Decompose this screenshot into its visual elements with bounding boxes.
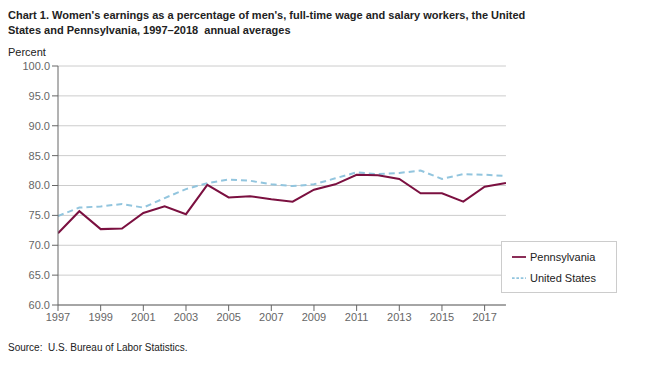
svg-text:2005: 2005 xyxy=(216,311,240,323)
svg-text:1997: 1997 xyxy=(46,311,70,323)
html-text:Percent: Percent xyxy=(8,46,46,58)
html-text:Source: U.S. Bureau of Labor S: Source: U.S. Bureau of Labor Statistics. xyxy=(8,342,188,353)
html-text:States and Pennsylvania, 1997–: States and Pennsylvania, 1997–2018 annua… xyxy=(8,24,291,36)
html-text:Chart 1. Women's earnings as a: Chart 1. Women's earnings as a percentag… xyxy=(8,9,526,21)
svg-text:60.0: 60.0 xyxy=(29,299,50,311)
svg-text:2001: 2001 xyxy=(131,311,155,323)
svg-text:2011: 2011 xyxy=(345,311,369,323)
svg-text:75.0: 75.0 xyxy=(29,209,50,221)
html-text:Pennsylvania: Pennsylvania xyxy=(530,251,596,263)
svg-text:2007: 2007 xyxy=(259,311,283,323)
svg-text:90.0: 90.0 xyxy=(29,120,50,132)
svg-text:2015: 2015 xyxy=(430,311,454,323)
svg-text:2013: 2013 xyxy=(387,311,411,323)
svg-text:1999: 1999 xyxy=(88,311,112,323)
svg-text:70.0: 70.0 xyxy=(29,239,50,251)
svg-text:2009: 2009 xyxy=(302,311,326,323)
svg-text:2017: 2017 xyxy=(472,311,496,323)
svg-text:2003: 2003 xyxy=(174,311,198,323)
svg-text:85.0: 85.0 xyxy=(29,150,50,162)
html-text:United States: United States xyxy=(530,272,596,284)
svg-text:100.0: 100.0 xyxy=(22,60,50,72)
svg-text:95.0: 95.0 xyxy=(29,90,50,102)
svg-text:65.0: 65.0 xyxy=(29,269,50,281)
svg-text:80.0: 80.0 xyxy=(29,179,50,191)
